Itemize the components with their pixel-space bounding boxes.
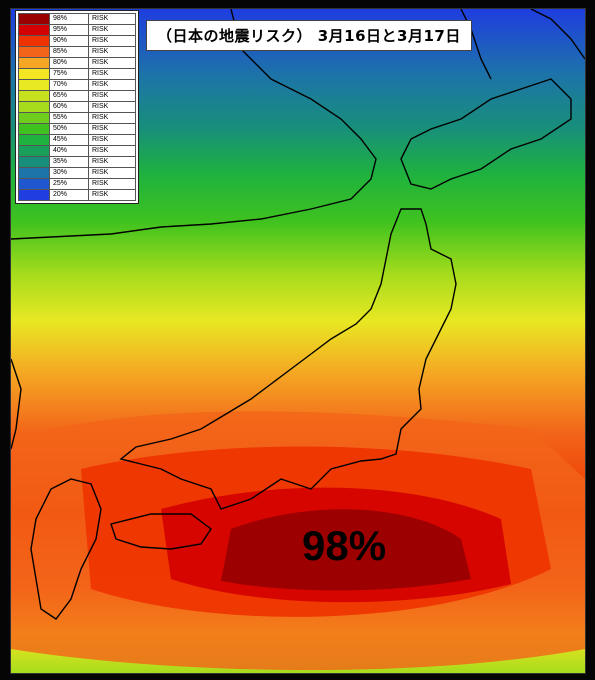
legend-percent: 70%: [49, 79, 89, 91]
legend-swatch: [18, 123, 50, 135]
shikoku-coast: [110, 513, 212, 550]
legend-label: RISK: [88, 134, 136, 146]
legend-label: RISK: [88, 178, 136, 190]
legend-row: 50% RISK: [18, 123, 136, 135]
legend-label: RISK: [88, 35, 136, 47]
legend-swatch: [18, 112, 50, 124]
legend-row: 20% RISK: [18, 189, 136, 201]
legend-percent: 95%: [49, 24, 89, 36]
legend-label: RISK: [88, 101, 136, 113]
legend-swatch: [18, 79, 50, 91]
legend-swatch: [18, 167, 50, 179]
legend-row: 55% RISK: [18, 112, 136, 124]
legend-swatch: [18, 90, 50, 102]
legend-percent: 65%: [49, 90, 89, 102]
sakhalin-coast: [460, 9, 492, 80]
legend-swatch: [18, 24, 50, 36]
legend-label: RISK: [88, 68, 136, 80]
legend-swatch: [18, 134, 50, 146]
kyushu-coast: [30, 478, 102, 620]
legend-swatch: [18, 178, 50, 190]
legend: 98% RISK 95% RISK 90% RISK 85% RISK 80% RISK 75% RI…: [15, 10, 139, 204]
legend-percent: 60%: [49, 101, 89, 113]
legend-label: RISK: [88, 24, 136, 36]
legend-table: 98% RISK 95% RISK 90% RISK 85% RISK 80% RISK 75% RI…: [18, 13, 136, 201]
legend-label: RISK: [88, 123, 136, 135]
legend-percent: 45%: [49, 134, 89, 146]
legend-percent: 55%: [49, 112, 89, 124]
map-canvas: [11, 9, 585, 673]
legend-percent: 35%: [49, 156, 89, 168]
legend-row: 35% RISK: [18, 156, 136, 168]
risk-map: [10, 8, 586, 674]
legend-row: 70% RISK: [18, 79, 136, 91]
legend-label: RISK: [88, 79, 136, 91]
legend-percent: 50%: [49, 123, 89, 135]
legend-label: RISK: [88, 57, 136, 69]
legend-percent: 85%: [49, 46, 89, 58]
legend-swatch: [18, 68, 50, 80]
legend-row: 30% RISK: [18, 167, 136, 179]
legend-row: 45% RISK: [18, 134, 136, 146]
kuril-coast: [530, 9, 585, 60]
peak-risk-label: 98%: [302, 522, 387, 569]
legend-percent: 30%: [49, 167, 89, 179]
legend-row: 95% RISK: [18, 24, 136, 36]
hokkaido-coast: [400, 78, 572, 190]
legend-swatch: [18, 13, 50, 25]
legend-percent: 25%: [49, 178, 89, 190]
legend-label: RISK: [88, 156, 136, 168]
legend-percent: 98%: [49, 13, 89, 25]
legend-swatch: [18, 46, 50, 58]
legend-swatch: [18, 35, 50, 47]
legend-row: 90% RISK: [18, 35, 136, 47]
legend-swatch: [18, 189, 50, 201]
map-title: （日本の地震リスク） 3月16日と3月17日: [146, 20, 472, 51]
legend-row: 98% RISK: [18, 13, 136, 25]
legend-percent: 20%: [49, 189, 89, 201]
legend-percent: 40%: [49, 145, 89, 157]
legend-percent: 90%: [49, 35, 89, 47]
legend-percent: 80%: [49, 57, 89, 69]
legend-row: 75% RISK: [18, 68, 136, 80]
korea-coast: [11, 358, 22, 450]
legend-row: 80% RISK: [18, 57, 136, 69]
legend-row: 40% RISK: [18, 145, 136, 157]
legend-row: 25% RISK: [18, 178, 136, 190]
legend-swatch: [18, 145, 50, 157]
legend-label: RISK: [88, 46, 136, 58]
legend-swatch: [18, 156, 50, 168]
legend-row: 65% RISK: [18, 90, 136, 102]
legend-label: RISK: [88, 112, 136, 124]
legend-row: 85% RISK: [18, 46, 136, 58]
legend-label: RISK: [88, 90, 136, 102]
legend-swatch: [18, 57, 50, 69]
legend-label: RISK: [88, 13, 136, 25]
legend-swatch: [18, 101, 50, 113]
coastlines: [11, 9, 585, 620]
legend-label: RISK: [88, 145, 136, 157]
honshu-coast: [119, 208, 457, 510]
legend-label: RISK: [88, 167, 136, 179]
contour-band-98: [221, 509, 471, 591]
legend-row: 60% RISK: [18, 101, 136, 113]
legend-label: RISK: [88, 189, 136, 201]
mainland-coast: [11, 9, 377, 240]
legend-percent: 75%: [49, 68, 89, 80]
